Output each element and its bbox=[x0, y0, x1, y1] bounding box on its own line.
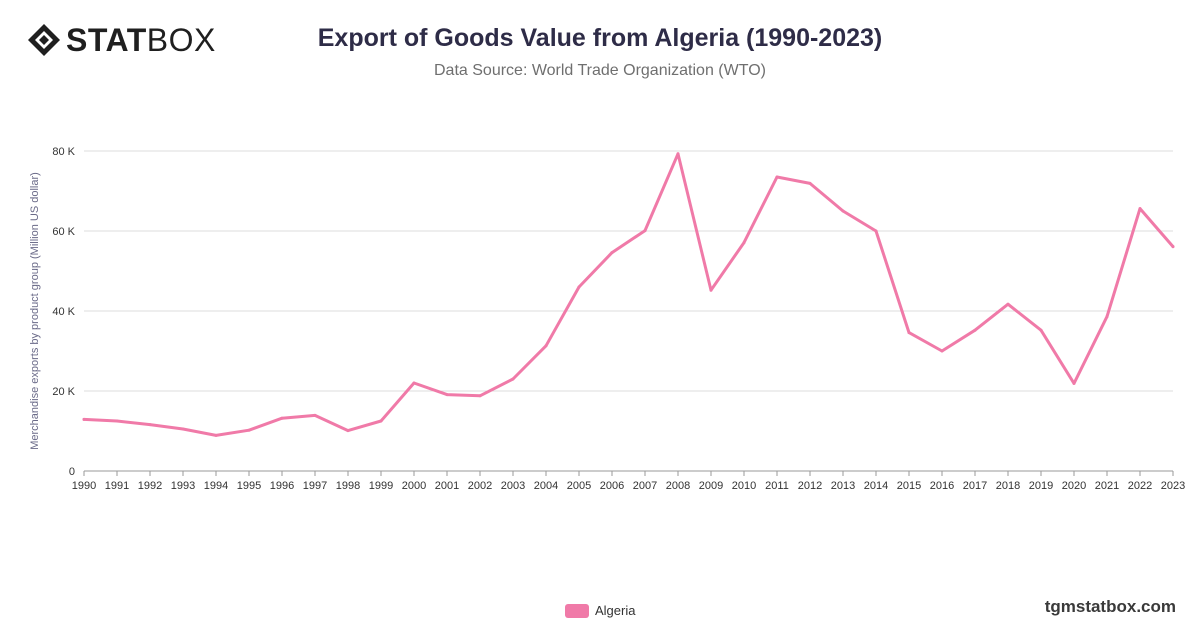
data-point bbox=[379, 419, 383, 423]
x-tick-label: 1996 bbox=[270, 480, 294, 492]
data-point bbox=[907, 331, 911, 335]
x-tick-label: 1999 bbox=[369, 480, 393, 492]
watermark: tgmstatbox.com bbox=[1044, 597, 1176, 616]
x-tick-label: 2022 bbox=[1128, 480, 1152, 492]
logo-text: STATBOX bbox=[66, 22, 216, 58]
statbox-logo: STATBOX bbox=[26, 22, 216, 58]
x-tick-label: 1998 bbox=[336, 480, 360, 492]
x-tick-label: 1993 bbox=[171, 480, 195, 492]
x-tick-label: 2013 bbox=[831, 480, 855, 492]
diamond-logo-icon bbox=[28, 24, 60, 56]
data-point bbox=[1039, 328, 1043, 332]
x-tick-label: 2019 bbox=[1029, 480, 1053, 492]
data-point bbox=[82, 417, 86, 421]
x-tick-label: 2009 bbox=[699, 480, 723, 492]
data-point bbox=[181, 427, 185, 431]
series-line-algeria bbox=[82, 152, 1175, 437]
x-tick-label: 1992 bbox=[138, 480, 162, 492]
x-tick-label: 1997 bbox=[303, 480, 327, 492]
data-point bbox=[676, 152, 680, 156]
data-point bbox=[775, 175, 779, 179]
legend-label-algeria: Algeria bbox=[595, 603, 636, 618]
x-tick-label: 2018 bbox=[996, 480, 1020, 492]
x-tick-label: 1991 bbox=[105, 480, 129, 492]
data-point bbox=[544, 344, 548, 348]
data-point bbox=[478, 394, 482, 398]
legend-swatch-algeria bbox=[565, 603, 589, 618]
data-point bbox=[808, 181, 812, 185]
data-point bbox=[412, 381, 416, 385]
data-point bbox=[511, 377, 515, 381]
data-point bbox=[346, 429, 350, 433]
data-point bbox=[148, 423, 152, 427]
data-point bbox=[709, 288, 713, 292]
data-point bbox=[577, 285, 581, 289]
data-point bbox=[445, 393, 449, 397]
y-tick-label: 80 K bbox=[52, 146, 75, 158]
x-tick-label: 2012 bbox=[798, 480, 822, 492]
data-point bbox=[742, 241, 746, 245]
y-tick-label: 60 K bbox=[52, 226, 75, 238]
data-point bbox=[1171, 245, 1175, 249]
chart-title: Export of Goods Value from Algeria (1990… bbox=[317, 24, 883, 52]
data-point bbox=[280, 416, 284, 420]
x-tick-label: 2007 bbox=[633, 480, 657, 492]
data-point bbox=[643, 229, 647, 233]
data-point bbox=[1138, 207, 1142, 211]
data-point bbox=[115, 419, 119, 423]
data-point bbox=[973, 328, 977, 332]
x-tick-label: 2014 bbox=[864, 480, 888, 492]
data-point bbox=[874, 229, 878, 233]
x-tick-label: 2017 bbox=[963, 480, 987, 492]
chart-subtitle: Data Source: World Trade Organization (W… bbox=[434, 62, 766, 79]
x-tick-label: 1994 bbox=[204, 480, 228, 492]
x-tick-label: 2010 bbox=[732, 480, 756, 492]
data-point bbox=[940, 349, 944, 353]
x-tick-label: 2004 bbox=[534, 480, 558, 492]
data-point bbox=[610, 251, 614, 255]
x-tick-label: 2015 bbox=[897, 480, 921, 492]
x-tick-label: 2008 bbox=[666, 480, 690, 492]
x-tick-label: 2020 bbox=[1062, 480, 1086, 492]
data-point bbox=[214, 433, 218, 437]
x-tick-label: 2003 bbox=[501, 480, 525, 492]
x-tick-label: 2006 bbox=[600, 480, 624, 492]
data-point bbox=[1006, 302, 1010, 306]
data-point bbox=[1072, 381, 1076, 385]
y-tick-label: 20 K bbox=[52, 386, 75, 398]
y-tick-label: 0 bbox=[69, 466, 75, 478]
data-point bbox=[841, 209, 845, 213]
x-tick-label: 1990 bbox=[72, 480, 96, 492]
logo-text-box: BOX bbox=[146, 22, 216, 58]
x-tick-label: 2021 bbox=[1095, 480, 1119, 492]
data-point bbox=[247, 428, 251, 432]
y-tick-label: 40 K bbox=[52, 306, 75, 318]
x-tick-label: 2005 bbox=[567, 480, 591, 492]
x-tick-label: 2011 bbox=[765, 480, 789, 492]
x-tick-label: 2023 bbox=[1161, 480, 1185, 492]
x-tick-label: 2016 bbox=[930, 480, 954, 492]
data-point bbox=[313, 413, 317, 417]
y-axis-label: Merchandise exports by product group (Mi… bbox=[29, 172, 41, 450]
x-tick-label: 2001 bbox=[435, 480, 459, 492]
legend[interactable]: Algeria bbox=[565, 603, 635, 618]
x-tick-label: 1995 bbox=[237, 480, 261, 492]
x-tick-label: 2000 bbox=[402, 480, 426, 492]
data-point bbox=[1105, 315, 1109, 319]
logo-text-stat: STAT bbox=[66, 22, 147, 58]
x-tick-label: 2002 bbox=[468, 480, 492, 492]
